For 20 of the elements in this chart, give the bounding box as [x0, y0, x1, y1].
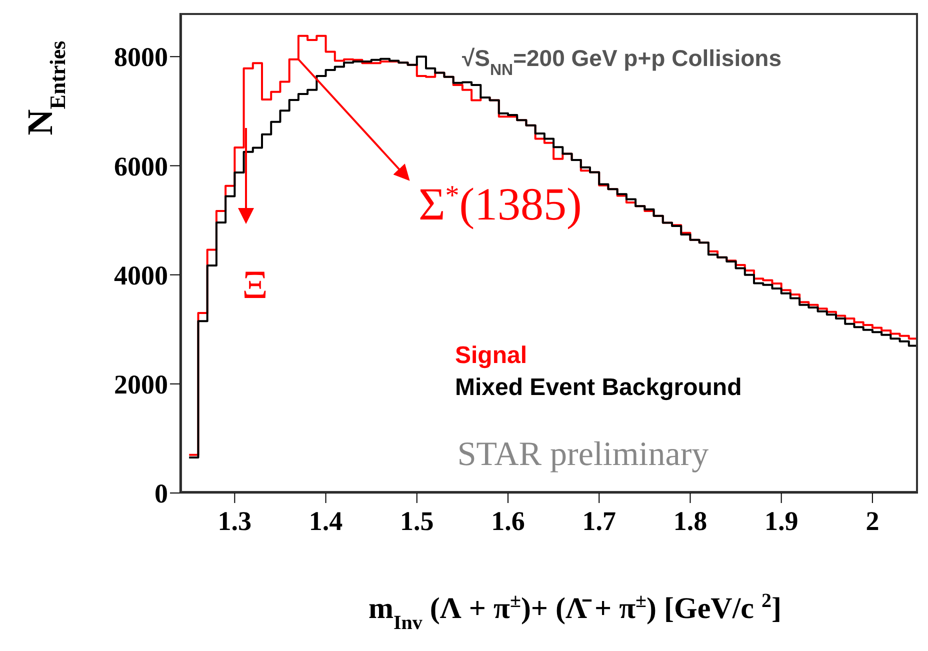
- y-tick-label: 8000: [114, 42, 168, 72]
- x-tick-label: 1.9: [764, 506, 798, 536]
- text: m$_{Inv}$ (Λ + π$^{±}$)+ (Λ̄ + π$^{±}$) [GeV/c $^{2}$]: [368, 590, 782, 634]
- y-tick-label: 2000: [114, 369, 168, 400]
- x-tick-label: 2: [866, 506, 880, 536]
- text: Signal: [455, 341, 528, 371]
- x-tick-label: 1.5: [400, 506, 434, 536]
- x-tick-label: 1.3: [218, 506, 252, 536]
- y-tick-label: 4000: [114, 260, 168, 290]
- x-tick-label: 1.8: [673, 506, 708, 536]
- x-tick-label: 1.6: [491, 506, 525, 536]
- annotation: √S$_{NN}$=200 GeV p+p Collisions: [462, 45, 782, 78]
- annotation: Σ$^{*}$(1385): [418, 178, 582, 230]
- y-tick-label: 6000: [114, 151, 168, 182]
- x-tick-label: 1.4: [308, 506, 343, 536]
- annotation: Ξ: [242, 262, 268, 307]
- annotation: STAR preliminary: [457, 436, 709, 473]
- text: Mixed Event Background: [455, 373, 742, 403]
- x-tick-label: 1.7: [582, 506, 616, 536]
- y-tick-label: 0: [154, 478, 168, 509]
